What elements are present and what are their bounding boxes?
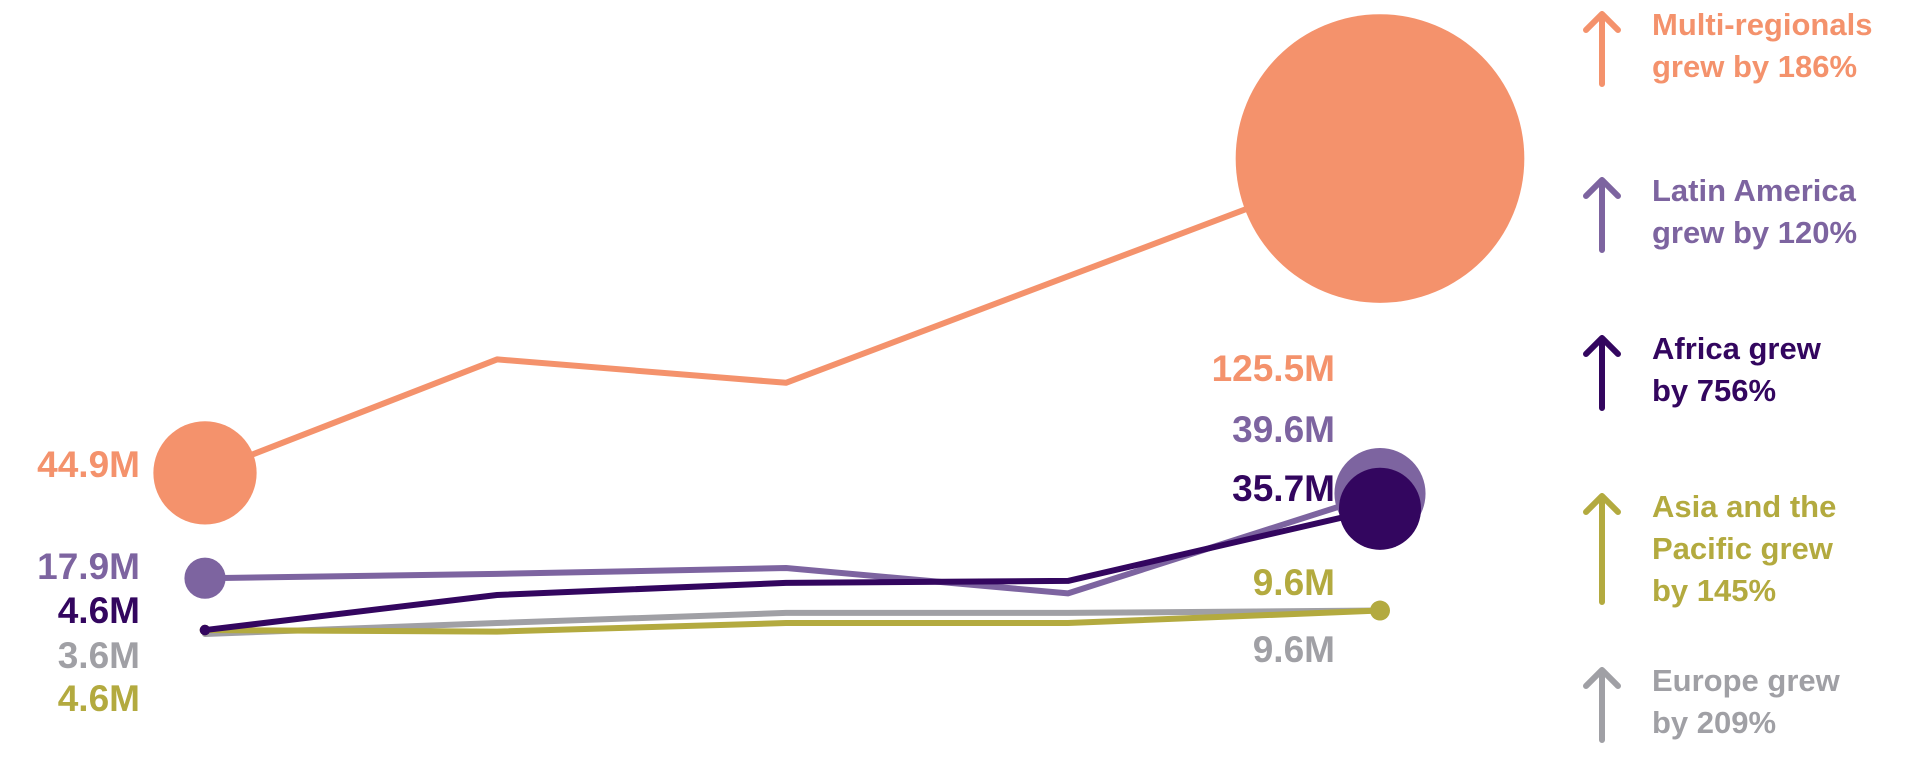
end-value-label-africa: 35.7M [1232, 468, 1335, 509]
start-bubble-africa [199, 624, 211, 636]
legend-text: Latin America grew by 120% [1652, 173, 1858, 250]
series-line-asia [202, 607, 1383, 635]
arrow-up-icon [1583, 493, 1621, 605]
arrow-up-icon [1583, 177, 1621, 253]
end-value-label-asia: 9.6M [1253, 562, 1335, 603]
arrow-up-icon [1583, 667, 1621, 743]
series-line-europe [202, 607, 1383, 637]
arrow-up-icon [1583, 335, 1621, 411]
end-bubble-multi [1235, 14, 1525, 303]
legend-text: Multi-regionals grew by 186% [1652, 7, 1873, 84]
start-bubble-multi [153, 421, 257, 525]
end-value-label-multi: 125.5M [1212, 348, 1335, 389]
arrow-up-icon [1583, 11, 1621, 87]
series-line-multi [202, 155, 1383, 476]
legend-text: Asia and the Pacific grew by 145% [1652, 489, 1837, 608]
start-bubble-latam [184, 557, 226, 599]
legend-text: Europe grew by 209% [1652, 663, 1840, 740]
end-bubble-africa [1338, 467, 1422, 550]
end-value-label-latam: 39.6M [1232, 409, 1335, 450]
start-value-label-multi: 44.9M [37, 444, 140, 485]
legend-text: Africa grew by 756% [1652, 331, 1821, 408]
start-value-label-latam: 17.9M [37, 546, 140, 587]
end-bubble-asia [1370, 600, 1390, 621]
start-value-label-asia: 4.6M [58, 678, 140, 719]
end-value-label-europe: 9.6M [1253, 629, 1335, 670]
series-line-latam [202, 490, 1383, 597]
start-value-label-europe: 3.6M [58, 635, 140, 676]
series-line-africa [202, 505, 1383, 634]
start-value-label-africa: 4.6M [58, 590, 140, 631]
